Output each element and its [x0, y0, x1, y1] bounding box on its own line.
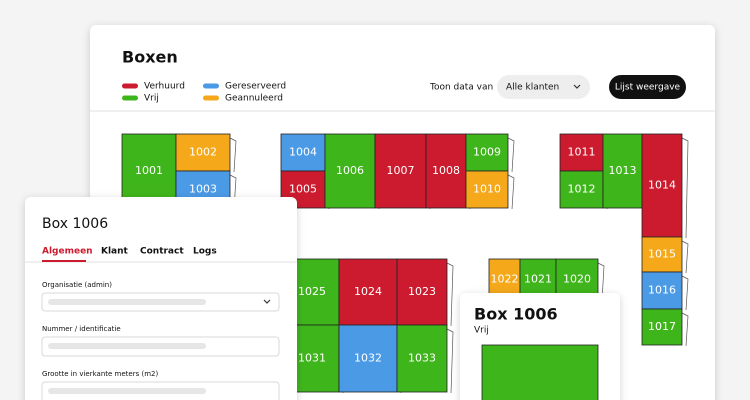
legend-swatch: [122, 83, 138, 89]
box-label: 1010: [473, 183, 501, 196]
box[interactable]: [175, 133, 231, 172]
box-label: 1008: [432, 164, 460, 177]
box-label: 1022: [491, 273, 519, 286]
box-label: 1025: [298, 285, 326, 298]
box[interactable]: [338, 324, 398, 393]
door: [446, 328, 454, 394]
box[interactable]: [641, 308, 683, 346]
field-label: Organisatie (admin): [42, 281, 112, 289]
filter-select[interactable]: [497, 75, 590, 99]
popup-title: Box 1006: [474, 305, 558, 324]
filter-value: Alle klanten: [506, 83, 559, 93]
placeholder: [48, 388, 206, 394]
chevron: [573, 84, 581, 89]
box-label: 1009: [473, 146, 501, 159]
tab[interactable]: Logs: [193, 247, 217, 257]
box-label: 1016: [648, 284, 676, 297]
box-label: 1013: [609, 164, 637, 177]
button-label: Lijst weergave: [615, 83, 681, 93]
legend-swatch: [203, 95, 219, 101]
box[interactable]: [121, 133, 177, 209]
legend-label: Geannuleerd: [225, 94, 283, 104]
box-label: 1007: [387, 164, 415, 177]
popup-swatch: [481, 344, 599, 400]
door: [681, 312, 689, 347]
legend-swatch: [203, 83, 219, 89]
box[interactable]: [559, 133, 604, 172]
box[interactable]: [374, 133, 427, 209]
box-label: 1020: [563, 273, 591, 286]
door: [446, 262, 454, 327]
legend-swatch: [122, 95, 138, 101]
list-view-button[interactable]: [609, 75, 686, 99]
door: [507, 174, 515, 210]
box[interactable]: [641, 133, 683, 238]
box[interactable]: [641, 236, 683, 273]
legend-label: Verhuurd: [144, 82, 185, 92]
door: [681, 137, 689, 239]
box-label: 1032: [354, 352, 382, 365]
field-label: Nummer / identificatie: [42, 325, 121, 333]
box[interactable]: [324, 133, 376, 209]
box-label: 1024: [354, 285, 382, 298]
door: [597, 262, 605, 302]
box[interactable]: [559, 170, 604, 209]
door: [681, 240, 689, 274]
box-label: 1015: [648, 248, 676, 261]
box-label: 1005: [289, 183, 317, 196]
box-label: 1021: [524, 273, 552, 286]
tab[interactable]: Klant: [101, 247, 129, 257]
box-label: 1023: [408, 285, 436, 298]
box[interactable]: [425, 133, 467, 209]
box-label: 1031: [298, 352, 326, 365]
box-label: 1033: [408, 352, 436, 365]
legend-label: Gereserveerd: [225, 82, 286, 92]
chevron: [263, 299, 271, 304]
placeholder: [48, 343, 206, 349]
box[interactable]: [465, 170, 509, 209]
box-label: 1006: [336, 164, 364, 177]
field-label: Grootte in vierkante meters (m2): [42, 370, 158, 378]
box[interactable]: [338, 258, 398, 326]
popup-status: Vrij: [474, 326, 489, 336]
box[interactable]: [465, 133, 509, 172]
box-label: 1004: [289, 146, 317, 159]
page-title: Boxen: [122, 48, 178, 67]
legend-label: Vrij: [144, 94, 159, 104]
tab[interactable]: Contract: [140, 247, 184, 257]
tab[interactable]: Algemeen: [42, 247, 93, 257]
door: [507, 137, 515, 173]
box[interactable]: [396, 324, 448, 393]
box-label: 1011: [568, 146, 596, 159]
box[interactable]: [396, 258, 448, 326]
box-label: 1017: [648, 320, 676, 333]
panel-title: Box 1006: [42, 216, 108, 232]
door: [681, 275, 689, 311]
box[interactable]: [641, 271, 683, 310]
door: [229, 137, 237, 173]
placeholder: [48, 299, 206, 305]
box-label: 1001: [135, 164, 163, 177]
box-label: 1014: [648, 179, 676, 192]
box-label: 1012: [568, 183, 596, 196]
filter-label: Toon data van: [429, 83, 493, 93]
box[interactable]: [602, 133, 643, 209]
box-label: 1002: [189, 146, 217, 159]
box-label: 1003: [189, 183, 217, 196]
